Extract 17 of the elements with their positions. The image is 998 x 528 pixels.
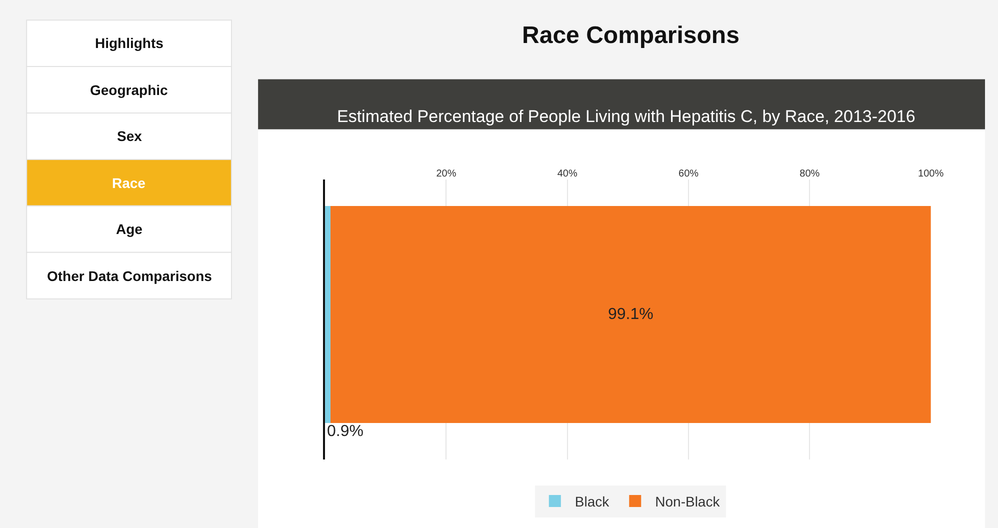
legend-label: Non-Black	[655, 494, 721, 510]
x-tick-label: 100%	[918, 168, 944, 180]
x-tick-label: 80%	[800, 168, 820, 180]
x-tick-label: 20%	[436, 168, 456, 180]
data-label: 99.1%	[608, 306, 654, 324]
text: Race	[112, 175, 146, 191]
text: Age	[116, 221, 143, 237]
x-tick-label: 60%	[678, 168, 699, 180]
x-tick-label: 40%	[557, 168, 578, 180]
chart-title: Race Comparisons	[522, 22, 740, 50]
text: Sex	[117, 128, 142, 144]
chart-subtitle: Estimated Percentage of People Living with Hepatitis C, by Race, 2013-2016	[337, 107, 916, 126]
text: Other Data Comparisons	[47, 268, 212, 284]
text: Highlights	[95, 35, 164, 51]
text: Geographic	[90, 82, 168, 98]
data-label: 0.9%	[327, 423, 364, 440]
legend-label: Black	[574, 494, 610, 510]
